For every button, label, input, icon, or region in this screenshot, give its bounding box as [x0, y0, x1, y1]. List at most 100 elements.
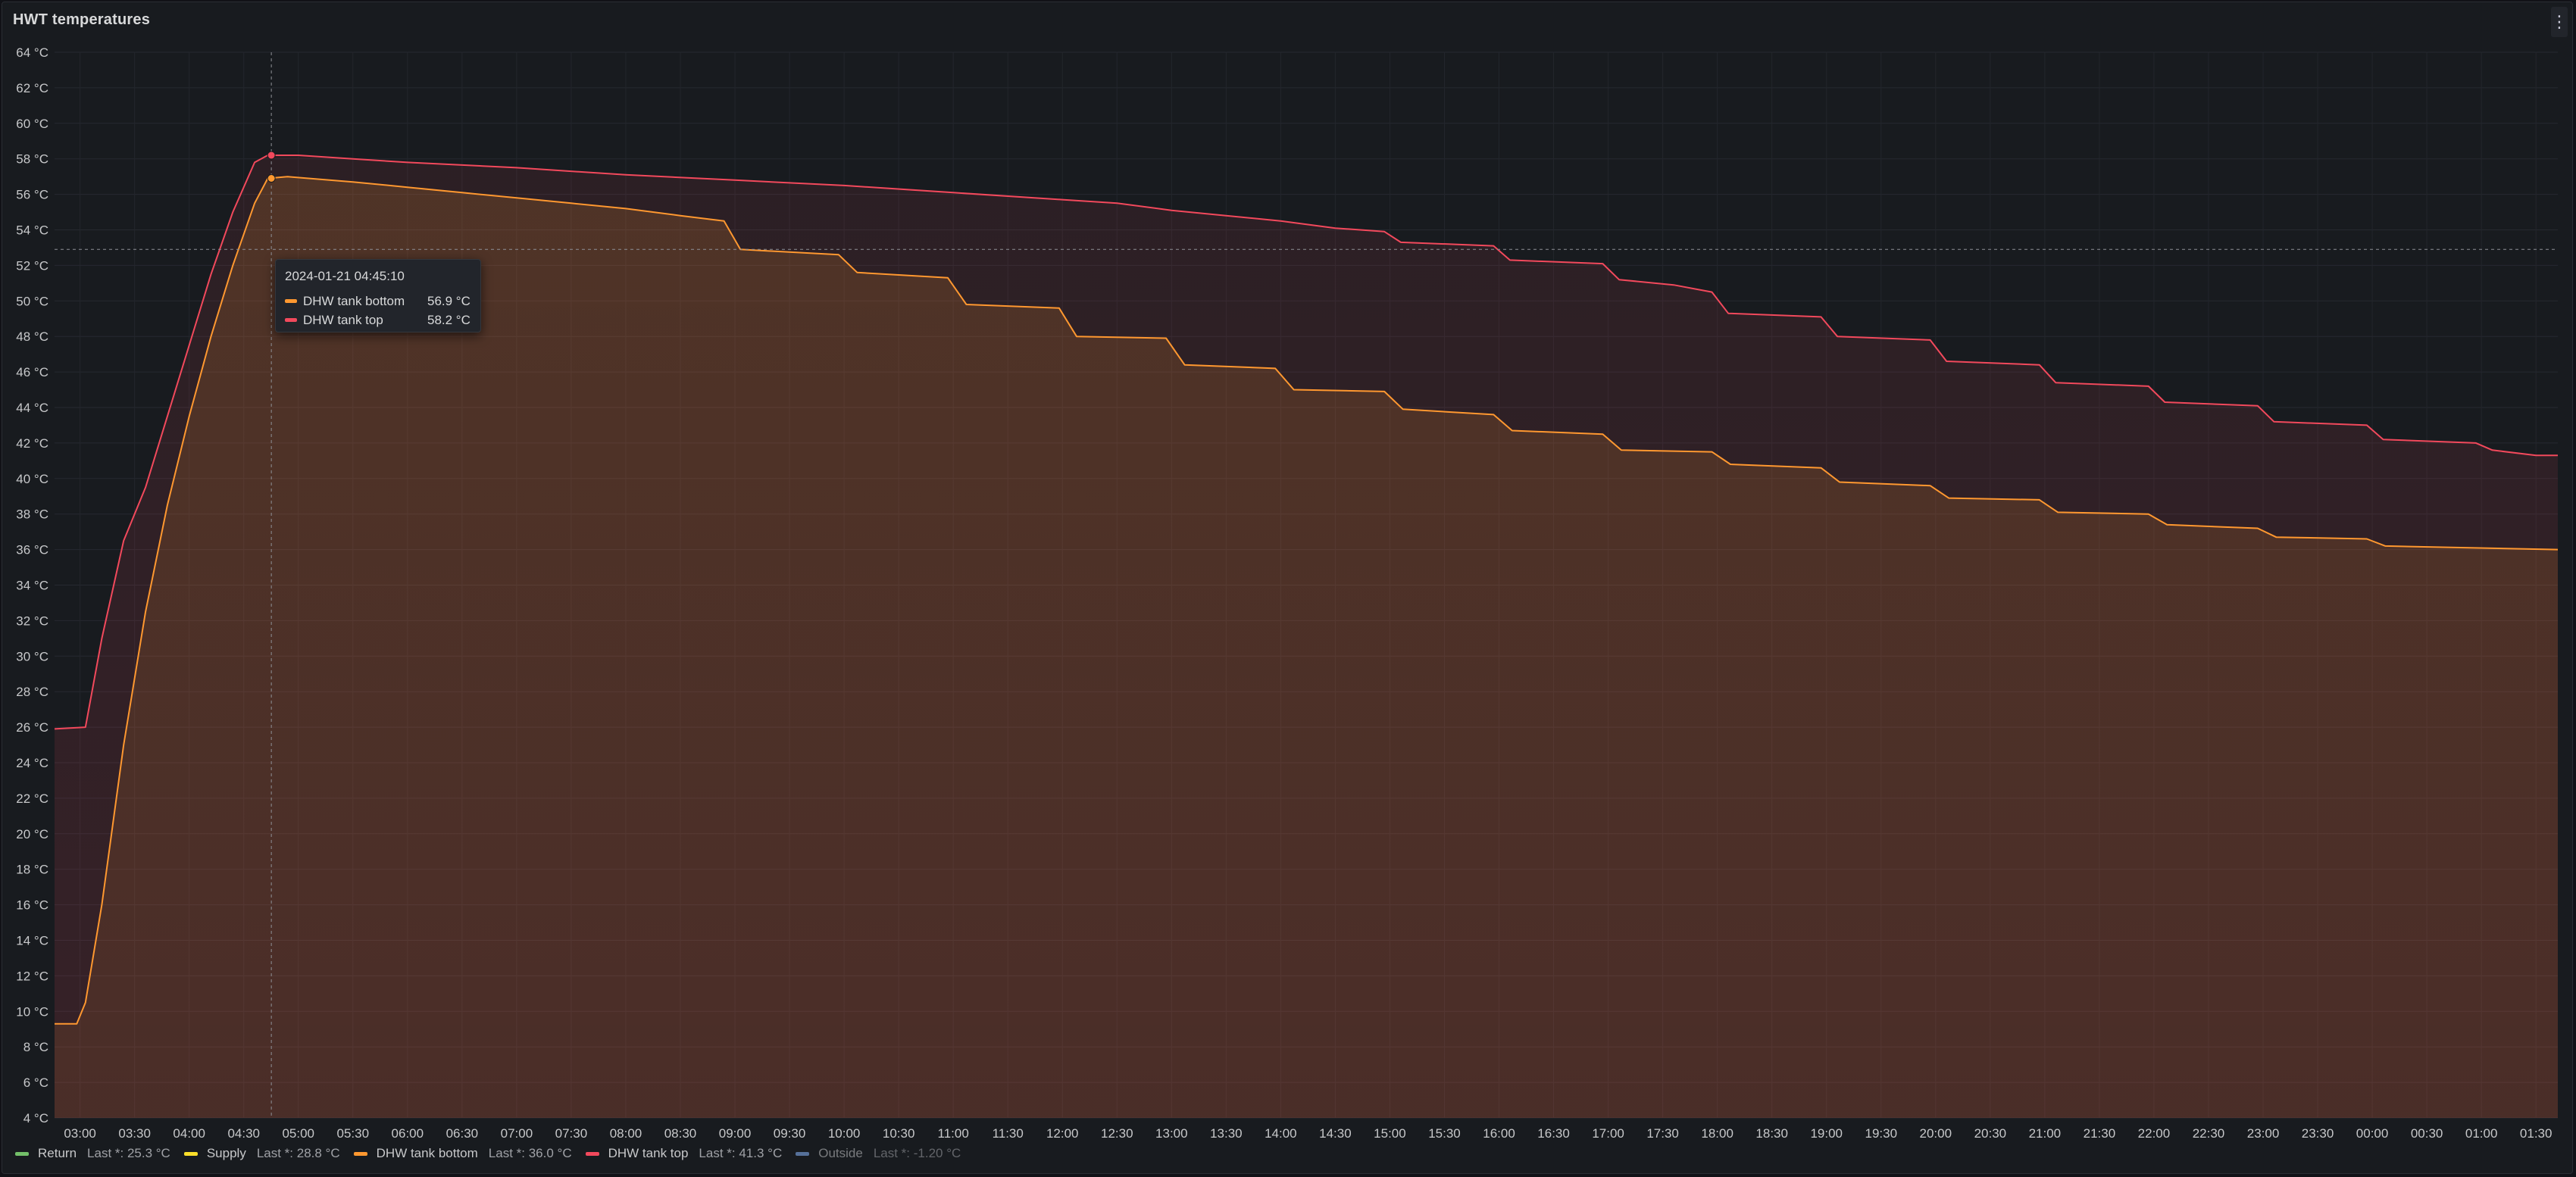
hover-point: [267, 151, 276, 160]
x-tick-label: 01:00: [2465, 1126, 2498, 1141]
legend-name: Outside: [818, 1146, 863, 1160]
x-tick-label: 05:00: [282, 1126, 314, 1141]
legend-item-dhw-tank-bottom[interactable]: DHW tank bottom Last *: 36.0 °C: [353, 1146, 572, 1161]
tooltip-time: 2024-01-21 04:45:10: [285, 269, 405, 283]
series-line-dhw-tank-top[interactable]: [54, 155, 2558, 730]
x-tick-label: 20:00: [1920, 1126, 1952, 1141]
x-tick-label: 18:30: [1755, 1126, 1788, 1141]
x-tick-label: 09:30: [774, 1126, 806, 1141]
x-tick-label: 13:00: [1155, 1126, 1188, 1141]
x-tick-label: 05:30: [337, 1126, 370, 1141]
x-tick-label: 09:00: [719, 1126, 752, 1141]
legend-swatch: [353, 1151, 367, 1156]
tooltip-swatch: [285, 299, 297, 303]
area-layer: [55, 155, 2558, 1119]
overlay-layer: [55, 52, 2558, 1118]
x-tick-label: 19:00: [1810, 1126, 1843, 1141]
y-tick-label: 32 °C: [16, 613, 48, 628]
x-tick-label: 10:30: [883, 1126, 915, 1141]
x-tick-label: 07:00: [501, 1126, 533, 1141]
x-tick-label: 17:30: [1646, 1126, 1679, 1141]
y-axis: 4 °C 6 °C 8 °C 10 °C 12 °C 14 °C 16 °C 18 °C 20 …: [16, 45, 48, 1125]
y-tick-label: 8 °C: [23, 1040, 48, 1054]
legend-item-dhw-tank-top[interactable]: DHW tank top Last *: 41.3 °C: [585, 1146, 783, 1161]
x-tick-label: 08:00: [610, 1126, 642, 1141]
y-tick-label: 14 °C: [16, 934, 48, 948]
legend-swatch: [585, 1151, 599, 1156]
tooltip-series-value: 56.9 °C: [427, 293, 470, 308]
y-tick-label: 48 °C: [16, 329, 48, 344]
x-tick-label: 11:30: [993, 1126, 1024, 1141]
legend-item-supply[interactable]: Supply Last *: 28.8 °C: [183, 1146, 340, 1161]
tooltip-swatch: [285, 318, 297, 322]
tooltip-series-name: DHW tank bottom: [303, 293, 405, 308]
legend-swatch: [796, 1151, 810, 1156]
x-tick-label: 12:30: [1101, 1126, 1133, 1141]
x-tick-label: 12:00: [1046, 1126, 1079, 1141]
legend-last-value: Last *: 36.0 °C: [488, 1146, 572, 1160]
tooltip-series-name: DHW tank top: [303, 312, 383, 327]
y-tick-label: 16 °C: [16, 898, 48, 913]
hover-point: [267, 173, 276, 183]
x-tick-label: 21:00: [2029, 1126, 2062, 1141]
y-tick-label: 60 °C: [16, 117, 48, 131]
y-tick-label: 18 °C: [16, 863, 48, 877]
panel-title: HWT temperatures: [13, 11, 151, 28]
line-layer: [54, 155, 2559, 1025]
legend-name: Return: [38, 1146, 77, 1160]
x-tick-label: 04:00: [173, 1126, 205, 1141]
y-tick-label: 50 °C: [16, 294, 48, 308]
x-tick-label: 17:00: [1592, 1126, 1624, 1141]
x-tick-label: 22:30: [2193, 1126, 2225, 1141]
y-tick-label: 44 °C: [16, 401, 48, 415]
x-tick-label: 03:00: [64, 1126, 96, 1141]
x-tick-label: 06:30: [446, 1126, 479, 1141]
x-tick-label: 13:30: [1210, 1126, 1243, 1141]
y-tick-label: 30 °C: [16, 649, 48, 663]
legend-item-return[interactable]: Return Last *: 25.3 °C: [15, 1146, 170, 1161]
y-tick-label: 62 °C: [16, 81, 48, 95]
x-axis: 03:00 03:30 04:00 04:30 05:00 05:30 06:00 06:30…: [64, 1126, 2552, 1141]
y-tick-label: 58 °C: [16, 152, 48, 167]
legend-swatch: [183, 1151, 198, 1156]
legend-last-value: Last *: -1.20 °C: [873, 1146, 961, 1160]
legend-last-value: Last *: 25.3 °C: [87, 1146, 170, 1160]
x-tick-label: 00:00: [2356, 1126, 2389, 1141]
tooltip-series-value: 58.2 °C: [427, 312, 470, 327]
x-tick-label: 19:30: [1865, 1126, 1897, 1141]
x-tick-label: 01:30: [2520, 1126, 2553, 1141]
x-tick-label: 16:30: [1537, 1126, 1570, 1141]
y-tick-label: 20 °C: [16, 827, 48, 841]
x-tick-label: 18:00: [1701, 1126, 1733, 1141]
tooltip-row: DHW tank top 58.2 °C: [285, 311, 471, 329]
y-tick-label: 36 °C: [16, 543, 48, 557]
x-tick-label: 07:30: [555, 1126, 588, 1141]
legend-last-value: Last *: 41.3 °C: [699, 1146, 783, 1160]
x-tick-label: 03:30: [118, 1126, 151, 1141]
x-tick-label: 14:30: [1319, 1126, 1352, 1141]
x-tick-label: 00:30: [2411, 1126, 2443, 1141]
x-tick-label: 06:00: [392, 1126, 424, 1141]
x-tick-label: 04:30: [227, 1126, 260, 1141]
y-tick-label: 24 °C: [16, 756, 48, 770]
y-tick-label: 28 °C: [16, 685, 48, 699]
x-tick-label: 16:00: [1483, 1126, 1515, 1141]
series-line-dhw-tank-bottom[interactable]: [55, 176, 2559, 1025]
y-tick-label: 34 °C: [16, 579, 48, 593]
y-tick-label: 52 °C: [16, 258, 48, 273]
kebab-menu-icon[interactable]: ⋮: [2551, 7, 2568, 37]
y-tick-label: 56 °C: [16, 188, 48, 202]
x-tick-label: 10:00: [828, 1126, 861, 1141]
x-tick-label: 20:30: [1974, 1126, 2007, 1141]
x-tick-label: 11:00: [938, 1126, 969, 1141]
y-tick-label: 4 °C: [23, 1111, 48, 1125]
y-tick-label: 42 °C: [16, 436, 48, 451]
legend-last-value: Last *: 28.8 °C: [256, 1146, 340, 1160]
legend-name: DHW tank bottom: [376, 1146, 478, 1160]
legend-item-outside[interactable]: Outside Last *: -1.20 °C: [796, 1146, 961, 1161]
y-tick-label: 22 °C: [16, 791, 48, 806]
legend-swatch: [15, 1151, 29, 1156]
x-tick-label: 23:30: [2302, 1126, 2334, 1141]
x-tick-label: 08:30: [664, 1126, 697, 1141]
